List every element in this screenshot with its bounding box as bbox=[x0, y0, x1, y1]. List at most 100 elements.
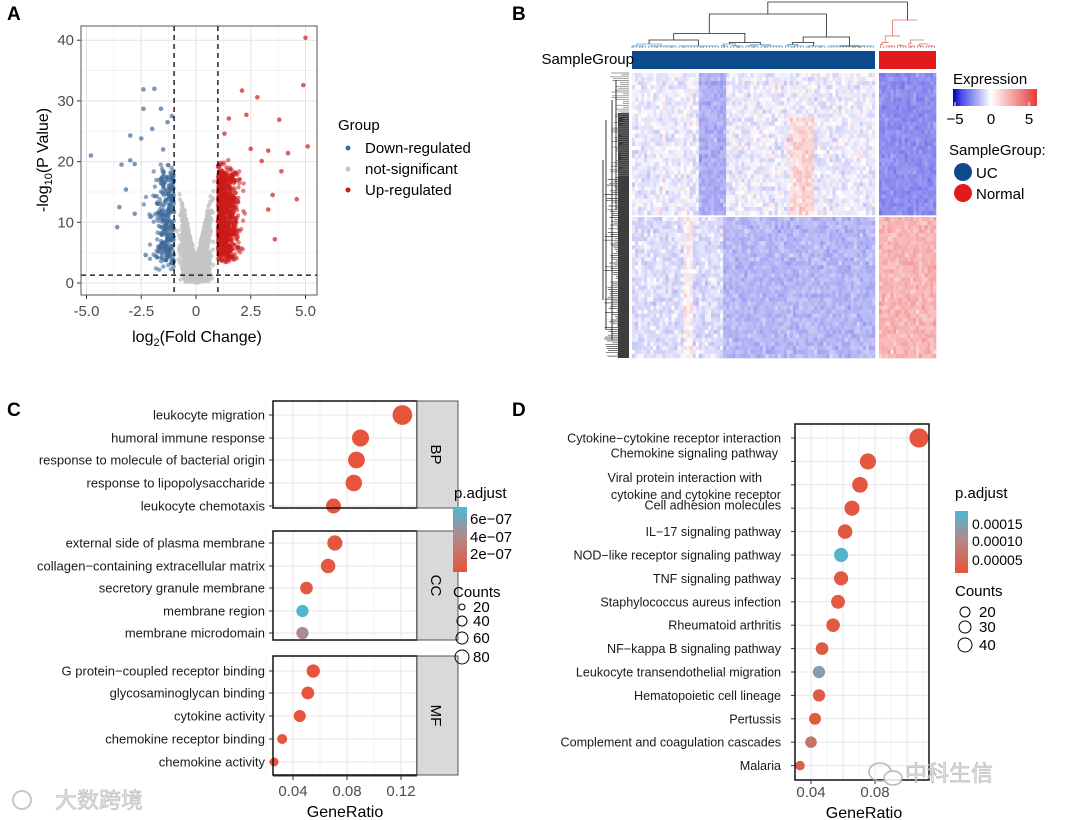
heatmap-cell bbox=[707, 73, 712, 78]
point-up-regulated bbox=[224, 177, 229, 182]
heatmap-cell bbox=[762, 113, 766, 118]
heatmap-cell bbox=[738, 81, 742, 86]
heatmap-cell bbox=[907, 93, 911, 98]
heatmap-cell bbox=[887, 109, 891, 114]
heatmap-cell bbox=[853, 105, 858, 110]
heatmap-cell bbox=[677, 85, 681, 90]
heatmap-cell bbox=[916, 85, 920, 90]
heatmap-cell bbox=[695, 85, 700, 90]
heatmap-cell bbox=[802, 101, 806, 106]
heatmap-cell bbox=[747, 73, 751, 78]
heatmap-cell bbox=[674, 113, 678, 118]
heatmap-cell bbox=[829, 77, 833, 82]
heatmap-cell bbox=[913, 93, 917, 98]
heatmap-cell bbox=[898, 77, 903, 82]
heatmap-cell bbox=[677, 109, 681, 114]
heatmap-cell bbox=[832, 97, 836, 102]
heatmap-cell bbox=[771, 93, 776, 98]
heatmap-cell bbox=[927, 85, 931, 90]
heatmap-cell bbox=[762, 77, 766, 82]
heatmap-cell bbox=[838, 101, 842, 106]
heatmap-cell bbox=[887, 85, 891, 90]
heatmap-cell bbox=[735, 109, 739, 114]
heatmap-cell bbox=[741, 93, 745, 98]
heatmap-cell bbox=[720, 101, 724, 106]
heatmap-cell bbox=[695, 77, 700, 82]
heatmap-cell bbox=[677, 81, 681, 86]
heatmap-cell bbox=[871, 85, 876, 90]
heatmap-cell bbox=[656, 113, 660, 118]
heatmap-cell bbox=[884, 93, 888, 98]
heatmap-cell bbox=[924, 93, 928, 98]
heatmap-cell bbox=[695, 93, 700, 98]
heatmap-cell bbox=[717, 109, 721, 114]
heatmap-cell bbox=[847, 93, 851, 98]
heatmap-cell bbox=[865, 85, 870, 90]
volcano-x-axis-title: log2(Fold Change) bbox=[132, 329, 262, 349]
heatmap-cell bbox=[674, 105, 678, 110]
point-down-regulated bbox=[151, 219, 156, 224]
heatmap-cell bbox=[753, 73, 757, 78]
point-down-regulated bbox=[128, 158, 133, 163]
heatmap-cell bbox=[668, 73, 672, 78]
heatmap-cell bbox=[668, 85, 672, 90]
heatmap-cell bbox=[689, 93, 694, 98]
heatmap-cell bbox=[786, 77, 791, 82]
heatmap-cell bbox=[726, 93, 730, 98]
heatmap-cell bbox=[750, 113, 754, 118]
heatmap-cell bbox=[641, 93, 645, 98]
heatmap-cell bbox=[832, 73, 836, 78]
heatmap-cell bbox=[738, 73, 742, 78]
heatmap-cell bbox=[662, 109, 666, 114]
heatmap-cell bbox=[808, 81, 812, 86]
heatmap-cell bbox=[701, 97, 706, 102]
heatmap-cell bbox=[765, 93, 769, 98]
point-not-significant bbox=[193, 261, 198, 267]
heatmap-cell bbox=[884, 77, 888, 82]
heatmap-cell bbox=[659, 109, 663, 114]
point-not-significant bbox=[210, 196, 216, 201]
heatmap-cell bbox=[868, 89, 873, 94]
point-down-regulated bbox=[159, 203, 164, 208]
point-not-significant bbox=[199, 270, 205, 275]
heatmap-cell bbox=[695, 97, 700, 102]
heatmap-cell bbox=[668, 93, 672, 98]
heatmap-cell bbox=[701, 73, 706, 78]
heatmap-cell bbox=[862, 101, 867, 106]
heatmap-cell bbox=[890, 85, 894, 90]
heatmap-cell bbox=[756, 89, 760, 94]
heatmap-cell bbox=[756, 81, 760, 86]
heatmap-cell bbox=[884, 97, 888, 102]
heatmap-cell bbox=[841, 81, 845, 86]
point-up-regulated bbox=[241, 188, 246, 194]
heatmap-cell bbox=[811, 101, 815, 106]
point-up-regulated bbox=[265, 207, 271, 212]
heatmap-cell bbox=[910, 85, 914, 90]
point-up-regulated bbox=[227, 191, 232, 196]
heatmap bbox=[602, 1, 937, 359]
heatmap-cell bbox=[671, 101, 675, 106]
heatmap-cell bbox=[871, 109, 876, 114]
heatmap-cell bbox=[890, 73, 894, 78]
heatmap-cell bbox=[796, 93, 800, 98]
heatmap-cell bbox=[683, 85, 687, 90]
heatmap-cell bbox=[921, 77, 925, 82]
heatmap-cell bbox=[653, 105, 657, 110]
heatmap-cell bbox=[901, 93, 905, 98]
heatmap-cell bbox=[796, 105, 800, 110]
heatmap-cell bbox=[653, 81, 657, 86]
heatmap-cell bbox=[871, 81, 876, 86]
point-not-significant bbox=[211, 188, 216, 194]
point-up-regulated bbox=[229, 171, 234, 177]
heatmap-cell bbox=[862, 97, 867, 102]
legend-key bbox=[345, 145, 351, 151]
heatmap-cell bbox=[916, 81, 920, 86]
heatmap-cell bbox=[656, 73, 660, 78]
heatmap-cell bbox=[735, 81, 739, 86]
heatmap-cell bbox=[871, 97, 876, 102]
heatmap-cell bbox=[638, 113, 642, 118]
point-down-regulated bbox=[138, 136, 144, 141]
heatmap-cell bbox=[856, 113, 861, 118]
heatmap-cell bbox=[884, 109, 888, 114]
